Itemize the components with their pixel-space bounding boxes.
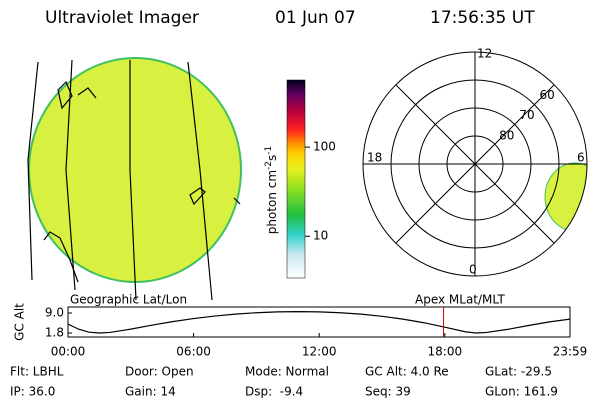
x-tick-label: 23:59 — [553, 345, 588, 359]
colorbar-tick-label: 10 — [313, 229, 328, 243]
ring-label: 80 — [499, 128, 514, 142]
polar-ring — [446, 135, 504, 193]
ring-label: 60 — [539, 88, 554, 102]
polar-ring — [418, 107, 532, 221]
colorbar — [286, 79, 306, 279]
colorbar-label: photon cm-2s-1 — [264, 146, 279, 235]
colorbar-tick-label: 100 — [313, 140, 336, 154]
status-field: GLon: 161.9 — [485, 385, 558, 399]
geo-label: Geographic Lat/Lon — [70, 293, 187, 307]
date: 01 Jun 07 — [275, 8, 356, 28]
mlt-label: 0 — [469, 263, 477, 277]
y-tick-label: 9.0 — [45, 306, 64, 320]
mlt-label: 12 — [477, 47, 492, 61]
globe-image — [27, 57, 242, 301]
instrument: Ultraviolet Imager — [45, 8, 199, 28]
polar-ring — [390, 79, 560, 249]
x-tick-label: 06:00 — [176, 345, 211, 359]
x-tick-label: 18:00 — [428, 345, 463, 359]
status-field: Dsp: -9.4 — [245, 385, 303, 399]
time: 17:56:35 UT — [430, 8, 535, 28]
status-field: IP: 36.0 — [10, 385, 55, 399]
polar-plot — [362, 51, 588, 277]
status-field: Door: Open — [125, 365, 194, 379]
status-field: GLat: -29.5 — [485, 365, 552, 379]
y-tick-label: 1.8 — [45, 326, 64, 340]
mlt-label: 6 — [577, 151, 585, 165]
altitude-line — [67, 311, 571, 334]
status-field: Gain: 14 — [125, 385, 176, 399]
apex-label: Apex MLat/MLT — [415, 293, 505, 307]
status-field: Seq: 39 — [365, 385, 411, 399]
x-tick-label: 00:00 — [51, 345, 86, 359]
status-field: GC Alt: 4.0 Re — [365, 365, 449, 379]
mlt-label: 18 — [367, 151, 382, 165]
y-axis-label: GC Alt — [13, 303, 27, 341]
ring-label: 70 — [519, 108, 534, 122]
status-field: Flt: LBHL — [10, 365, 64, 379]
x-tick-label: 12:00 — [302, 345, 337, 359]
status-field: Mode: Normal — [245, 365, 329, 379]
